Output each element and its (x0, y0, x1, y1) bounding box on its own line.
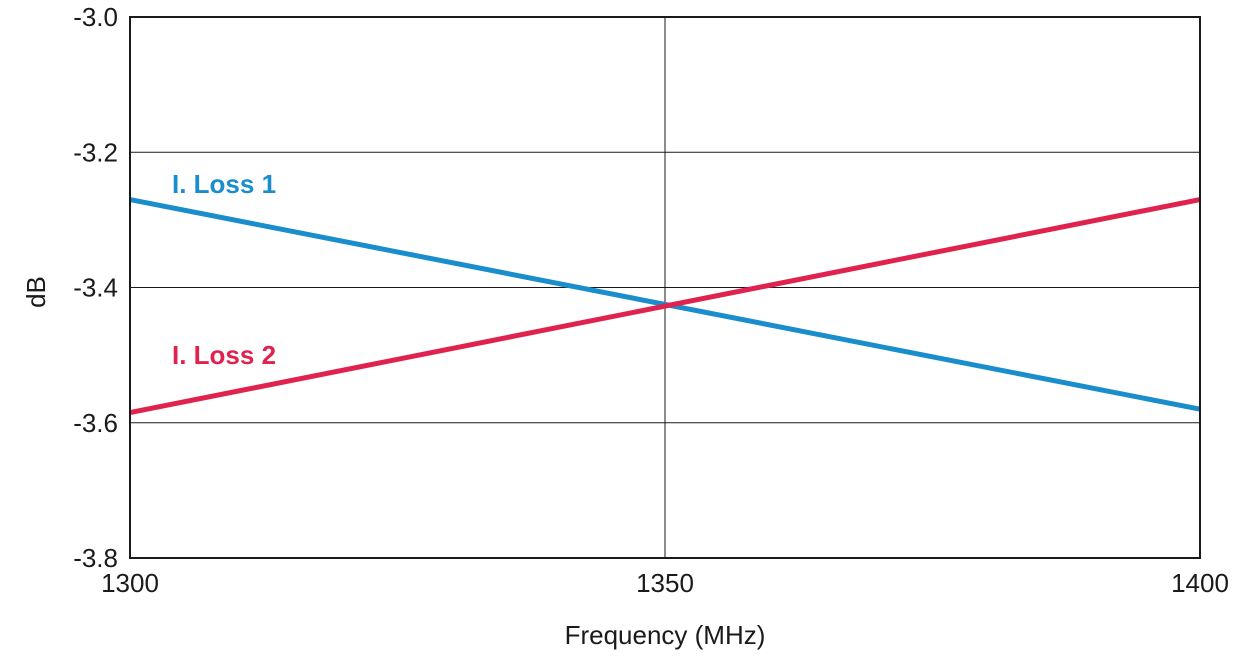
x-tick-label: 1400 (1171, 568, 1229, 598)
y-axis-title: dB (21, 276, 51, 308)
series-label-2: I. Loss 2 (172, 340, 276, 370)
plot-frame (129, 16, 1201, 559)
x-axis-title: Frequency (MHz) (565, 620, 766, 650)
grid-lines (130, 17, 1200, 558)
x-tick-label: 1350 (636, 568, 694, 598)
y-tick-label: -3.2 (73, 137, 118, 167)
series-labels: I. Loss 1 I. Loss 2 (172, 169, 276, 370)
y-tick-label: -3.8 (73, 543, 118, 573)
y-tick-label: -3.4 (73, 273, 118, 303)
x-tick-label: 1300 (101, 568, 159, 598)
series-lines (129, 197, 1201, 416)
series-line-2 (129, 197, 1201, 416)
series-label-1: I. Loss 1 (172, 169, 276, 199)
y-axis-ticks: -3.0 -3.2 -3.4 -3.6 -3.8 (73, 2, 118, 573)
y-tick-label: -3.6 (73, 408, 118, 438)
x-axis-ticks: 1300 1350 1400 (101, 568, 1229, 598)
y-tick-label: -3.0 (73, 2, 118, 32)
